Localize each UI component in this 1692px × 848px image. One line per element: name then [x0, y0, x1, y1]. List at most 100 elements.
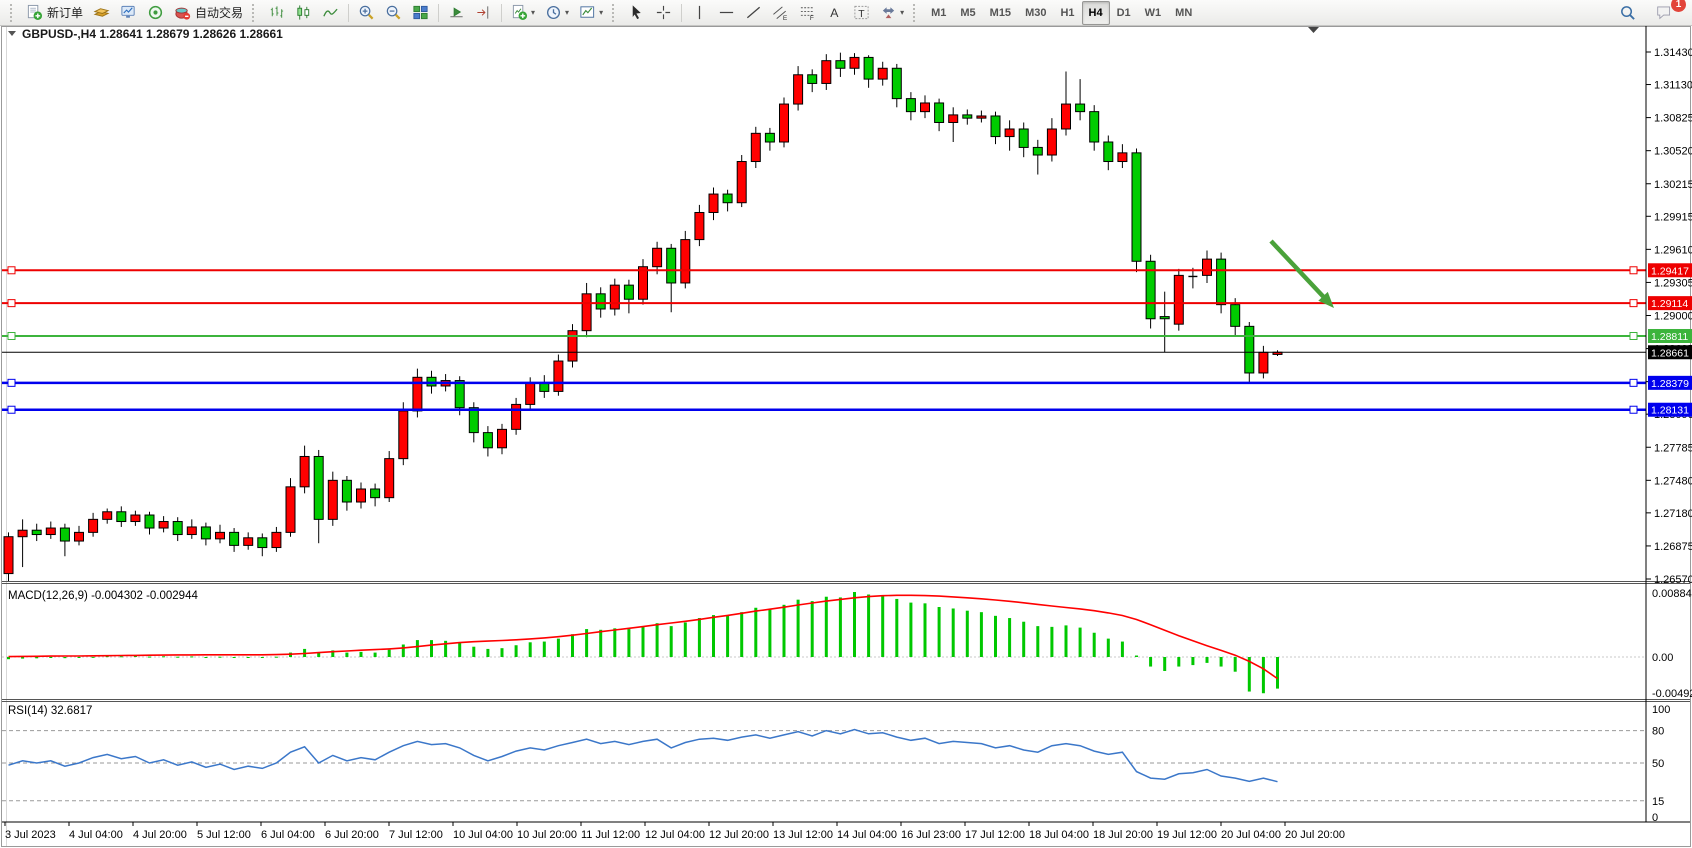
line-chart-button[interactable] — [317, 1, 344, 25]
line-handle[interactable] — [7, 266, 16, 275]
timeframe-mn-button[interactable]: MN — [1168, 1, 1199, 25]
horizontal-line-button[interactable] — [713, 1, 740, 25]
navigator-button[interactable] — [142, 1, 169, 25]
auto-trading-button[interactable]: 自动交易 — [169, 1, 248, 25]
macd-bar — [486, 648, 490, 657]
templates-button[interactable]: ▾ — [574, 1, 608, 25]
macd-bar — [994, 615, 997, 657]
cursor-button[interactable] — [623, 1, 650, 25]
candle — [1131, 148, 1142, 273]
candle — [722, 189, 733, 212]
chart-header: GBPUSD-,H4 1.28641 1.28679 1.28626 1.286… — [8, 27, 283, 41]
macd-bar — [345, 652, 349, 657]
chart-menu-triangle-icon[interactable] — [8, 31, 16, 36]
candle — [243, 532, 254, 550]
macd-bar — [796, 599, 800, 657]
macd-bar — [599, 629, 603, 657]
chart-shift-button[interactable] — [470, 1, 497, 25]
line-handle[interactable] — [7, 405, 16, 414]
tile-windows-button[interactable] — [407, 1, 434, 25]
candlestick-chart-button[interactable] — [290, 1, 317, 25]
auto-scroll-button[interactable] — [443, 1, 470, 25]
line-handle[interactable] — [1629, 405, 1638, 414]
search-button[interactable] — [1614, 1, 1641, 25]
horizontal-lines — [2, 266, 1646, 414]
macd-bar — [458, 643, 462, 657]
periods-button[interactable]: ▾ — [540, 1, 574, 25]
arrows-button[interactable]: ▾ — [875, 1, 909, 25]
crosshair-button[interactable] — [650, 1, 677, 25]
candle — [215, 524, 225, 544]
search-icon — [1619, 4, 1636, 21]
vertical-line-button[interactable] — [686, 1, 713, 25]
timeframe-m15-button[interactable]: M15 — [983, 1, 1018, 25]
indicators-dropdown-icon[interactable]: ▾ — [531, 8, 536, 17]
price-badge-label: 1.29114 — [1651, 298, 1688, 310]
toolbar-grip[interactable] — [10, 3, 15, 22]
candle — [764, 127, 775, 151]
macd-bar — [768, 609, 772, 657]
bar-chart-button[interactable] — [263, 1, 290, 25]
macd-bar — [274, 656, 278, 658]
line-handle[interactable] — [1629, 266, 1638, 275]
line-handle[interactable] — [1629, 299, 1638, 308]
line-handle[interactable] — [7, 331, 16, 340]
line-handle[interactable] — [7, 378, 16, 387]
rsi-label: RSI(14) 32.6817 — [8, 705, 92, 717]
time-axis[interactable]: 3 Jul 2023 4 Jul 04:00 4 Jul 20:00 5 Jul 12… — [4, 822, 1345, 841]
templates-dropdown-icon[interactable]: ▾ — [599, 8, 604, 17]
market-watch-button[interactable] — [115, 1, 142, 25]
macd-bar — [1078, 627, 1082, 657]
macd-bar — [528, 642, 532, 657]
candle — [920, 95, 930, 119]
svg-text:50: 50 — [1652, 758, 1664, 770]
timeframe-w1-button[interactable]: W1 — [1138, 1, 1169, 25]
toolbar-separator — [438, 3, 440, 22]
macd-bar — [63, 657, 67, 659]
candle — [567, 324, 578, 368]
timeframe-m5-button[interactable]: M5 — [953, 1, 982, 25]
price-tick-label: 1.29610 — [1654, 244, 1692, 256]
new-order-button[interactable]: 新订单 — [21, 1, 88, 25]
timeframe-h4-button[interactable]: H4 — [1081, 0, 1110, 25]
toolbar-grip[interactable] — [252, 3, 257, 22]
timeframe-m1-button[interactable]: M1 — [924, 1, 953, 25]
toolbar-grip[interactable] — [612, 3, 617, 22]
notifications-button[interactable]: 1 — [1651, 0, 1686, 25]
text-label-button[interactable]: T — [848, 1, 875, 25]
line-chart-icon — [322, 4, 339, 21]
trendline-button[interactable] — [740, 1, 767, 25]
macd-bar — [415, 640, 419, 657]
macd-bar — [514, 645, 518, 657]
timeframe-m30-button[interactable]: M30 — [1018, 1, 1053, 25]
indicators-button[interactable]: ▾ — [506, 1, 540, 25]
macd-bar — [965, 610, 969, 657]
periods-dropdown-icon[interactable]: ▾ — [565, 8, 570, 17]
candle — [384, 451, 395, 503]
toolbar-grip[interactable] — [913, 3, 918, 22]
zoom-in-button[interactable] — [353, 1, 380, 25]
text-button[interactable]: A — [821, 1, 848, 25]
timeframe-d1-button[interactable]: D1 — [1110, 1, 1138, 25]
line-handle[interactable] — [7, 299, 16, 308]
arrow-annotation[interactable] — [1269, 239, 1334, 308]
time-tick-label: 5 Jul 12:00 — [197, 829, 251, 841]
chart-shift-marker[interactable] — [1308, 27, 1319, 33]
line-handle[interactable] — [1629, 378, 1638, 387]
fibonacci-button[interactable]: F — [794, 1, 821, 25]
tf-m5-label: M5 — [960, 6, 976, 19]
profiles-button[interactable] — [88, 1, 115, 25]
zoom-out-button[interactable] — [380, 1, 407, 25]
candle — [835, 52, 846, 77]
svg-text:15: 15 — [1652, 796, 1664, 808]
timeframe-h1-button[interactable]: H1 — [1053, 1, 1081, 25]
arrows-icon — [880, 4, 897, 21]
macd-bar — [585, 629, 589, 657]
arrows-dropdown-icon[interactable]: ▾ — [900, 8, 905, 17]
candle — [511, 397, 522, 435]
macd-panel — [7, 592, 1279, 694]
line-handle[interactable] — [1629, 331, 1638, 340]
equidistant-channel-button[interactable]: E — [767, 1, 794, 25]
macd-bar — [1149, 657, 1153, 667]
